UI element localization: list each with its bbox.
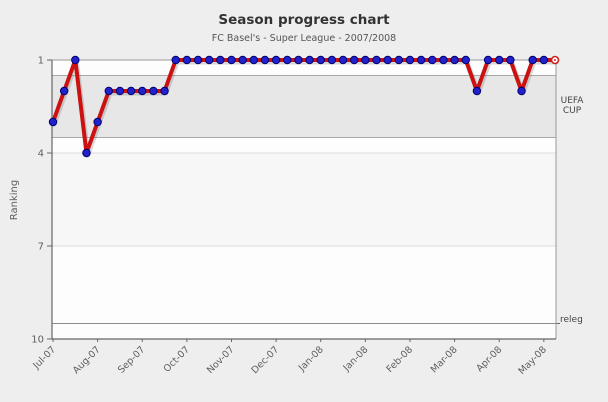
data-point[interactable] (126, 86, 136, 96)
data-point[interactable] (182, 55, 192, 65)
data-point[interactable] (439, 55, 448, 65)
data-point[interactable] (48, 117, 58, 127)
data-point[interactable] (160, 86, 169, 96)
y-axis-tick-label: 1 (38, 56, 44, 67)
data-point[interactable] (327, 55, 337, 65)
data-point[interactable] (149, 86, 158, 96)
data-point[interactable] (305, 55, 314, 65)
uefa-cup-band (52, 75, 556, 138)
data-point[interactable] (450, 55, 459, 65)
x-axis-label: Nov-07 (205, 344, 237, 376)
current-point-dot (554, 59, 556, 61)
mid-band (52, 153, 556, 246)
data-point[interactable] (372, 55, 381, 65)
chart-subtitle: FC Basel's - Super League - 2007/2008 (212, 33, 396, 44)
data-point[interactable] (115, 86, 125, 96)
data-point[interactable] (472, 86, 482, 96)
data-point[interactable] (506, 55, 515, 65)
data-point[interactable] (405, 55, 415, 65)
axes (47, 59, 557, 342)
data-point[interactable] (294, 55, 303, 65)
data-point[interactable] (495, 55, 504, 65)
ranking-series (48, 55, 560, 158)
data-point[interactable] (539, 55, 549, 65)
y-axis-tick-label: 4 (38, 149, 44, 160)
x-axis-label: Mar-08 (429, 344, 460, 375)
data-point[interactable] (350, 55, 359, 65)
y-axis-labels: 1 4 7 10 (31, 56, 44, 346)
data-point[interactable] (227, 55, 236, 65)
x-axis-label: Sep-07 (116, 344, 147, 375)
data-point[interactable] (338, 55, 348, 65)
data-point[interactable] (138, 86, 147, 96)
x-axis-label: Dec-07 (249, 344, 281, 376)
data-point[interactable] (193, 55, 203, 65)
data-point[interactable] (271, 55, 281, 65)
y-axis-tick-label: 7 (38, 242, 44, 253)
x-axis-label: May-08 (516, 344, 549, 377)
data-point[interactable] (216, 55, 225, 65)
relegation-zone-label: releg (560, 315, 583, 325)
data-point[interactable] (238, 55, 247, 65)
data-point[interactable] (260, 55, 270, 65)
uefa-cup-zone-label: CUP (563, 106, 582, 116)
y-axis-title: Ranking (9, 180, 20, 220)
series-line (51, 58, 557, 155)
data-point[interactable] (104, 86, 113, 96)
chart-title: Season progress chart (218, 12, 390, 28)
data-point[interactable] (428, 55, 437, 65)
y-axis-tick-label: 10 (31, 335, 44, 346)
data-point[interactable] (416, 55, 426, 65)
data-point[interactable] (361, 55, 370, 65)
x-axis-labels: Jul-07 Aug-07 Sep-07 Oct-07 Nov-07 Dec-07 Jan-… (31, 344, 549, 377)
data-point[interactable] (171, 55, 180, 65)
x-axis-label: Aug-07 (71, 344, 103, 376)
data-point[interactable] (394, 55, 404, 65)
x-axis-label: Apr-08 (474, 344, 504, 374)
uefa-cup-zone-label: UEFA (561, 96, 585, 106)
data-point[interactable] (316, 55, 325, 65)
plot-bands (52, 60, 556, 339)
data-point[interactable] (483, 55, 493, 65)
data-point[interactable] (528, 55, 537, 65)
data-point[interactable] (283, 55, 292, 65)
data-point[interactable] (249, 55, 259, 65)
data-point[interactable] (71, 55, 80, 65)
data-point[interactable] (93, 117, 102, 127)
data-point[interactable] (59, 86, 69, 96)
data-point[interactable] (517, 86, 526, 96)
data-point[interactable] (383, 55, 392, 65)
x-axis-label: Oct-07 (162, 344, 192, 374)
x-axis-label: Jul-07 (31, 344, 59, 372)
data-point[interactable] (82, 148, 91, 158)
data-point[interactable] (204, 55, 214, 65)
x-axis-label: Jan-08 (341, 344, 371, 374)
data-point[interactable] (461, 55, 470, 65)
x-axis-label: Feb-08 (384, 344, 415, 375)
x-axis-label: Jan-08 (296, 344, 326, 374)
